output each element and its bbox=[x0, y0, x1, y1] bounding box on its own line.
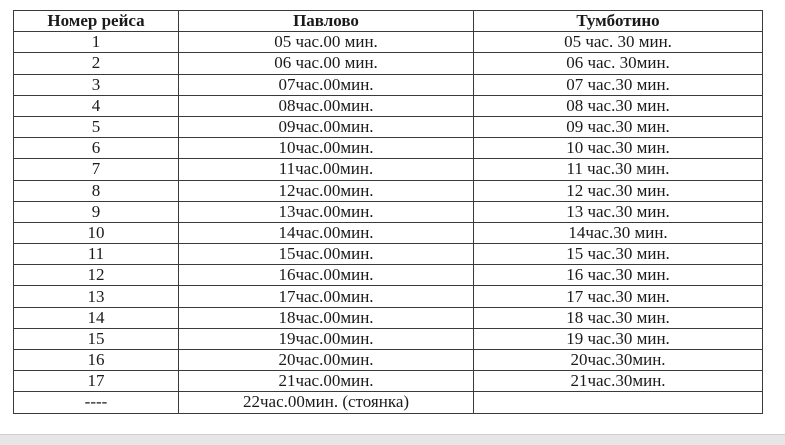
pavlovo-time-cell: 14час.00мин. bbox=[178, 221, 474, 245]
tumbotino-time-cell: 14час.30 мин. bbox=[473, 221, 763, 245]
table-row: 10 14час.00мин. 14час.30 мин. bbox=[13, 221, 763, 245]
pavlovo-time-cell: 18час.00мин. bbox=[178, 306, 474, 329]
trip-number-cell: 16 bbox=[13, 348, 179, 372]
trip-number-cell: 6 bbox=[13, 137, 179, 160]
header-tumbotino: Тумботино bbox=[473, 9, 763, 33]
trip-number-cell: 1 bbox=[13, 31, 179, 54]
trip-number-cell: 8 bbox=[13, 179, 179, 202]
trip-number-cell: 5 bbox=[13, 115, 179, 139]
schedule-table: Номер рейса Павлово Тумботино 1 05 час.00… bbox=[13, 9, 763, 414]
tumbotino-time-cell: 06 час. 30мин. bbox=[473, 52, 763, 75]
table-row: 7 11час.00мин. 11 час.30 мин. bbox=[13, 158, 763, 181]
pavlovo-time-cell: 19час.00мин. bbox=[178, 327, 474, 351]
bottom-strip bbox=[0, 434, 785, 445]
pavlovo-time-cell: 17час.00мин. bbox=[178, 285, 474, 308]
trip-number-cell: 4 bbox=[13, 94, 179, 117]
trip-number-cell: 3 bbox=[13, 73, 179, 96]
tumbotino-time-cell: 18 час.30 мин. bbox=[473, 306, 763, 329]
table-row: 3 07час.00мин. 07 час.30 мин. bbox=[13, 73, 763, 96]
pavlovo-time-cell: 13час.00мин. bbox=[178, 200, 474, 223]
tumbotino-time-cell bbox=[473, 391, 763, 414]
pavlovo-time-cell: 11час.00мин. bbox=[178, 158, 474, 181]
table-row: 14 18час.00мин. 18 час.30 мин. bbox=[13, 306, 763, 329]
trip-number-cell: 7 bbox=[13, 158, 179, 181]
tumbotino-time-cell: 21час.30мин. bbox=[473, 370, 763, 393]
pavlovo-time-cell: 20час.00мин. bbox=[178, 348, 474, 372]
header-trip-number: Номер рейса bbox=[13, 9, 179, 33]
tumbotino-time-cell: 05 час. 30 мин. bbox=[473, 31, 763, 54]
trip-number-cell: ---- bbox=[13, 391, 179, 414]
pavlovo-time-cell: 12час.00мин. bbox=[178, 179, 474, 202]
table-row: 6 10час.00мин. 10 час.30 мин. bbox=[13, 137, 763, 160]
trip-number-cell: 11 bbox=[13, 243, 179, 266]
table-row: 1 05 час.00 мин. 05 час. 30 мин. bbox=[13, 31, 763, 54]
tumbotino-time-cell: 11 час.30 мин. bbox=[473, 158, 763, 181]
pavlovo-time-cell: 16час.00мин. bbox=[178, 264, 474, 287]
tumbotino-time-cell: 09 час.30 мин. bbox=[473, 115, 763, 139]
tumbotino-time-cell: 17 час.30 мин. bbox=[473, 285, 763, 308]
pavlovo-time-cell: 21час.00мин. bbox=[178, 370, 474, 393]
pavlovo-time-cell: 10час.00мин. bbox=[178, 137, 474, 160]
trip-number-cell: 17 bbox=[13, 370, 179, 393]
tumbotino-time-cell: 12 час.30 мин. bbox=[473, 179, 763, 202]
table-row: 12 16час.00мин. 16 час.30 мин. bbox=[13, 264, 763, 287]
table-row: ---- 22час.00мин. (стоянка) bbox=[13, 391, 763, 414]
trip-number-cell: 2 bbox=[13, 52, 179, 75]
table-row: 15 19час.00мин. 19 час.30 мин. bbox=[13, 327, 763, 351]
table-row: 9 13час.00мин. 13 час.30 мин. bbox=[13, 200, 763, 223]
pavlovo-time-cell: 22час.00мин. (стоянка) bbox=[178, 391, 474, 414]
pavlovo-time-cell: 06 час.00 мин. bbox=[178, 52, 474, 75]
table-row: 17 21час.00мин. 21час.30мин. bbox=[13, 370, 763, 393]
table-row: 13 17час.00мин. 17 час.30 мин. bbox=[13, 285, 763, 308]
header-row: Номер рейса Павлово Тумботино bbox=[13, 9, 763, 33]
tumbotino-time-cell: 13 час.30 мин. bbox=[473, 200, 763, 223]
trip-number-cell: 13 bbox=[13, 285, 179, 308]
pavlovo-time-cell: 08час.00мин. bbox=[178, 94, 474, 117]
table-row: 16 20час.00мин. 20час.30мин. bbox=[13, 348, 763, 372]
pavlovo-time-cell: 09час.00мин. bbox=[178, 115, 474, 139]
trip-number-cell: 10 bbox=[13, 221, 179, 245]
trip-number-cell: 15 bbox=[13, 327, 179, 351]
table-row: 4 08час.00мин. 08 час.30 мин. bbox=[13, 94, 763, 117]
table-row: 2 06 час.00 мин. 06 час. 30мин. bbox=[13, 52, 763, 75]
trip-number-cell: 14 bbox=[13, 306, 179, 329]
pavlovo-time-cell: 15час.00мин. bbox=[178, 243, 474, 266]
header-pavlovo: Павлово bbox=[178, 9, 474, 33]
tumbotino-time-cell: 19 час.30 мин. bbox=[473, 327, 763, 351]
tumbotino-time-cell: 15 час.30 мин. bbox=[473, 243, 763, 266]
tumbotino-time-cell: 20час.30мин. bbox=[473, 348, 763, 372]
pavlovo-time-cell: 05 час.00 мин. bbox=[178, 31, 474, 54]
tumbotino-time-cell: 10 час.30 мин. bbox=[473, 137, 763, 160]
table-row: 8 12час.00мин. 12 час.30 мин. bbox=[13, 179, 763, 202]
pavlovo-time-cell: 07час.00мин. bbox=[178, 73, 474, 96]
tumbotino-time-cell: 08 час.30 мин. bbox=[473, 94, 763, 117]
tumbotino-time-cell: 16 час.30 мин. bbox=[473, 264, 763, 287]
tumbotino-time-cell: 07 час.30 мин. bbox=[473, 73, 763, 96]
trip-number-cell: 12 bbox=[13, 264, 179, 287]
table-row: 11 15час.00мин. 15 час.30 мин. bbox=[13, 243, 763, 266]
trip-number-cell: 9 bbox=[13, 200, 179, 223]
table-row: 5 09час.00мин. 09 час.30 мин. bbox=[13, 115, 763, 139]
